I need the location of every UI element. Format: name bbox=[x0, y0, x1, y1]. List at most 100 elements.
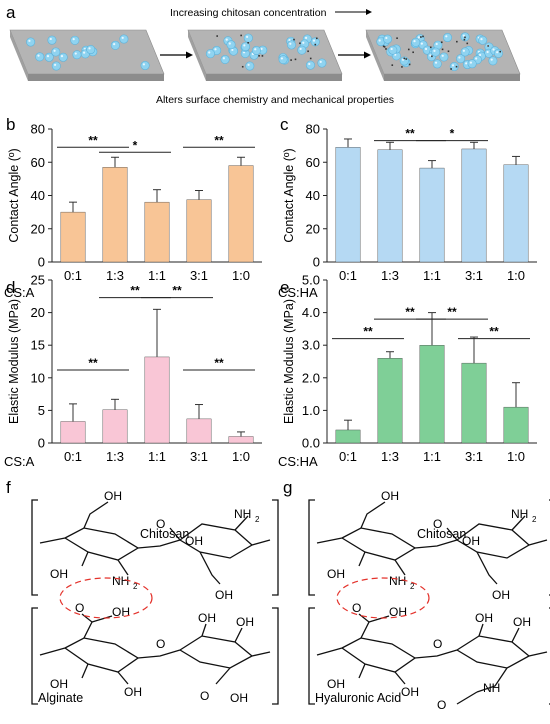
bond bbox=[511, 627, 520, 643]
y-tick-label: 25 bbox=[31, 273, 45, 288]
bar bbox=[503, 164, 529, 263]
microbead bbox=[241, 42, 251, 52]
x-tick-label: 3:1 bbox=[465, 268, 483, 283]
microbead-highlight bbox=[462, 34, 465, 37]
microbead-highlight bbox=[46, 54, 50, 58]
microbead bbox=[297, 45, 307, 55]
polymer-name-top: Chitosan bbox=[140, 527, 189, 541]
microbead bbox=[44, 52, 54, 62]
hydroxyl-label: OH bbox=[112, 605, 130, 619]
panel-label-g: g bbox=[283, 478, 292, 497]
panel-label-b: b bbox=[6, 115, 15, 134]
significance-marker: ** bbox=[130, 284, 140, 298]
subscript: 2 bbox=[410, 582, 415, 591]
chitosan-dot bbox=[450, 68, 452, 70]
chitosan-dot bbox=[466, 42, 469, 45]
microbead bbox=[310, 37, 320, 47]
panel-a: a Increasing chitosan concentration Alte… bbox=[6, 3, 521, 106]
chitosan-dot bbox=[431, 55, 433, 58]
chitosan-dot bbox=[447, 50, 450, 53]
microbead-highlight bbox=[113, 43, 116, 46]
x-tick-label: 3:1 bbox=[465, 449, 483, 464]
microbead-highlight bbox=[74, 52, 77, 55]
bar bbox=[144, 201, 170, 263]
bond bbox=[201, 623, 207, 637]
microbead-highlight bbox=[243, 44, 246, 47]
microbead-highlight bbox=[260, 47, 263, 50]
amine-label: NH bbox=[234, 507, 251, 521]
microbead-highlight bbox=[254, 48, 257, 51]
chitosan-dot bbox=[261, 55, 264, 57]
bar bbox=[60, 211, 86, 263]
microbead-highlight bbox=[60, 54, 64, 58]
microbead-highlight bbox=[490, 58, 493, 61]
chitosan-dot bbox=[247, 41, 249, 44]
microbead-highlight bbox=[247, 63, 250, 66]
microbead-highlight bbox=[319, 60, 322, 63]
microbead bbox=[443, 33, 453, 43]
chitosan-dot bbox=[403, 57, 406, 60]
bar bbox=[186, 199, 212, 263]
bond bbox=[528, 539, 548, 546]
ring-4 bbox=[179, 635, 254, 669]
chitosan-dot bbox=[307, 50, 309, 53]
x-tick-label: 0:1 bbox=[339, 268, 357, 283]
y-axis-label: Contact Angle (º) bbox=[7, 148, 21, 242]
chitosan-dot bbox=[240, 34, 242, 37]
bond bbox=[360, 501, 386, 529]
chart-e: e 0.0 1.0 2.0 3.0 4.0 5.0 Elastic Modulus (MPa… bbox=[278, 273, 537, 469]
microbead-highlight bbox=[142, 63, 145, 66]
microbead-highlight bbox=[458, 56, 461, 59]
y-tick-label: 40 bbox=[31, 188, 45, 203]
chitosan-dot bbox=[391, 64, 394, 66]
x-tick-label: 1:1 bbox=[148, 268, 166, 283]
bar bbox=[419, 167, 445, 263]
microbead bbox=[51, 47, 61, 57]
bond bbox=[234, 515, 249, 531]
chitosan-dot bbox=[456, 40, 458, 43]
chitosan-dot bbox=[407, 48, 410, 51]
ring-4 bbox=[456, 635, 531, 669]
y-tick-label: 80 bbox=[306, 122, 320, 137]
microbead-highlight bbox=[214, 48, 217, 51]
subscript: 2 bbox=[255, 515, 260, 524]
bracket-right-bottom bbox=[272, 607, 279, 705]
bracket-left-bottom bbox=[31, 607, 38, 705]
microbead bbox=[86, 45, 96, 55]
microbead-highlight bbox=[28, 39, 31, 42]
microbead bbox=[245, 61, 255, 71]
significance-marker: ** bbox=[489, 325, 499, 339]
hydroxyl-label: OH bbox=[327, 567, 345, 581]
microbead-highlight bbox=[420, 42, 423, 45]
chitosan-dot bbox=[299, 42, 301, 45]
amine-label: NH bbox=[511, 507, 528, 521]
microbead bbox=[58, 52, 68, 62]
slab-edge bbox=[188, 30, 206, 81]
hydroxyl-label: OH bbox=[475, 611, 493, 625]
panel-label-c: c bbox=[280, 115, 289, 134]
bond bbox=[81, 663, 89, 679]
chitosan-dot bbox=[408, 63, 411, 66]
microbead bbox=[51, 61, 61, 71]
x-tick-label: 1:1 bbox=[148, 449, 166, 464]
bar bbox=[377, 149, 403, 263]
amide-label: NH bbox=[483, 681, 500, 695]
x-tick-label: 1:0 bbox=[232, 449, 250, 464]
bond bbox=[91, 615, 113, 623]
significance-marker: ** bbox=[363, 325, 373, 339]
y-tick-label: 20 bbox=[31, 221, 45, 236]
microbead-highlight bbox=[231, 48, 234, 51]
microbead-highlight bbox=[429, 54, 432, 57]
slab-arrow-1 bbox=[160, 51, 193, 59]
microbead-highlight bbox=[83, 51, 86, 54]
chart-b: b 0 20 40 60 80 Contact Angle (º) CS:A 0:1 1:3 1:… bbox=[4, 115, 262, 300]
bar bbox=[102, 167, 128, 263]
bond bbox=[368, 615, 390, 623]
microbead-highlight bbox=[469, 61, 473, 64]
bar bbox=[186, 418, 212, 444]
bond bbox=[358, 663, 366, 679]
bond bbox=[39, 647, 66, 656]
x-tick-label: 1:1 bbox=[423, 449, 441, 464]
